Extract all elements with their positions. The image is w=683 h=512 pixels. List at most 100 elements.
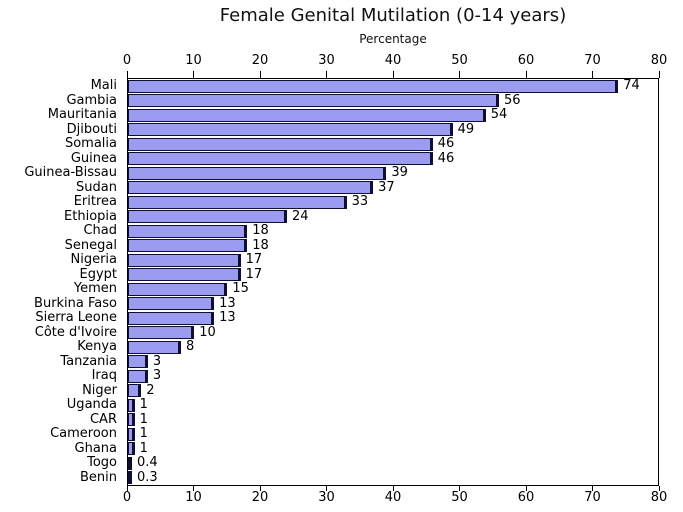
top-tick-label: 30 [318,53,335,68]
y-axis-country-labels: Mali Gambia Mauritania Djibouti Somalia Guine… [0,78,122,485]
bottom-tick-mark [126,486,128,491]
country-label: Iraq [91,368,117,383]
country-label: Chad [83,223,117,238]
country-label: Cameroon [50,426,117,441]
bar-value-label: 0.3 [137,469,158,485]
bar [128,166,387,180]
bar [128,123,453,137]
bar [128,456,132,470]
bottom-tick-mark [326,486,327,491]
country-label: Ghana [74,440,118,456]
bar-value-label: 18 [252,237,269,253]
bottom-tick-mark [459,486,460,491]
country-label: Burkina Faso [34,295,117,311]
bottom-axis-tick-labels: 0 10 20 30 40 50 60 70 80 [123,490,667,506]
chart-title: Female Genital Mutilation (0-14 years) [219,5,567,26]
country-label: CAR [89,411,117,427]
bar [128,268,241,282]
bar [128,369,148,383]
bar-value-label: 1 [139,426,148,441]
bar [128,384,142,398]
country-label: Guinea [70,150,117,166]
country-label: Gambia [66,92,117,108]
bottom-tick-mark [193,486,194,491]
bar [128,311,215,325]
bar-value-label: 3 [152,353,162,369]
top-tick-mark [392,71,394,78]
top-tick-label: 0 [122,53,132,68]
top-axis-ticks [126,71,660,78]
bar-value-label: 37 [378,179,395,195]
x-axis-title: Percentage [359,32,427,46]
bar [128,108,486,122]
bar [128,224,248,238]
bottom-tick-mark [525,486,527,491]
bar-value-label: 13 [219,310,236,325]
country-label: Somalia [64,136,117,151]
country-label: Guinea-Bissau [24,165,117,180]
bottom-tick-label: 40 [384,490,402,505]
country-label: Egypt [79,266,117,282]
bar [128,427,135,441]
bar [128,195,347,209]
bar [128,210,287,224]
top-tick-mark [658,71,660,78]
top-tick-label: 10 [185,53,202,68]
plot-area: 74 56 54 49 46 46 39 37 33 24 18 18 17 17 15 13 13 10 8 3 3 2… [127,78,659,486]
bottom-tick-label: 70 [584,490,601,505]
bar [128,79,619,93]
bar [128,413,135,427]
bar [128,282,228,296]
top-tick-label: 80 [650,53,668,68]
top-tick-label: 40 [384,53,402,68]
country-label: Sudan [76,179,117,195]
bar [128,152,433,166]
bar [128,239,248,253]
country-label: Yemen [73,281,117,296]
top-tick-label: 60 [517,53,535,68]
bottom-tick-label: 20 [251,490,269,505]
top-tick-label: 20 [251,53,269,68]
bar [128,326,195,340]
country-label: Togo [87,455,117,470]
bar-value-label: 56 [504,92,521,108]
country-label: Sierra Leone [35,310,117,325]
bottom-tick-mark [658,486,660,491]
bottom-tick-label: 60 [517,490,535,505]
bar-value-label: 8 [186,339,195,354]
bar [128,94,499,108]
bar-value-label: 33 [351,194,369,209]
bar [128,398,135,412]
bottom-tick-label: 10 [185,490,202,505]
country-label: Niger [82,382,117,398]
country-label: Tanzania [60,353,117,369]
top-axis-tick-labels: 0 10 20 30 40 50 60 70 80 [123,53,667,69]
country-label: Djibouti [66,121,117,137]
bottom-tick-mark [259,486,261,491]
bar [128,297,215,311]
top-tick-label: 50 [451,53,468,68]
country-label: Benin [79,469,117,485]
bar [128,471,132,485]
top-tick-label: 70 [584,53,601,68]
bar-value-label: 2 [146,382,155,398]
bar [128,355,148,369]
bar [128,442,135,456]
bottom-tick-label: 50 [451,490,468,505]
bar-value-label: 46 [437,150,455,166]
bar-value-label: 17 [245,266,263,282]
country-label: Ethiopia [64,208,117,224]
top-tick-mark [592,71,593,78]
bar [128,340,181,354]
bar [128,181,374,195]
country-label: Côte d'Ivoire [34,324,117,340]
bottom-tick-label: 0 [122,490,132,505]
bar-value-label: 10 [199,324,216,340]
bar-value-label: 3 [152,368,162,383]
bottom-axis-ticks [126,486,660,491]
bar-value-label: 1 [139,411,148,427]
top-tick-mark [259,71,261,78]
bar-value-label: 49 [457,121,475,137]
bar-value-label: 1 [139,397,148,412]
